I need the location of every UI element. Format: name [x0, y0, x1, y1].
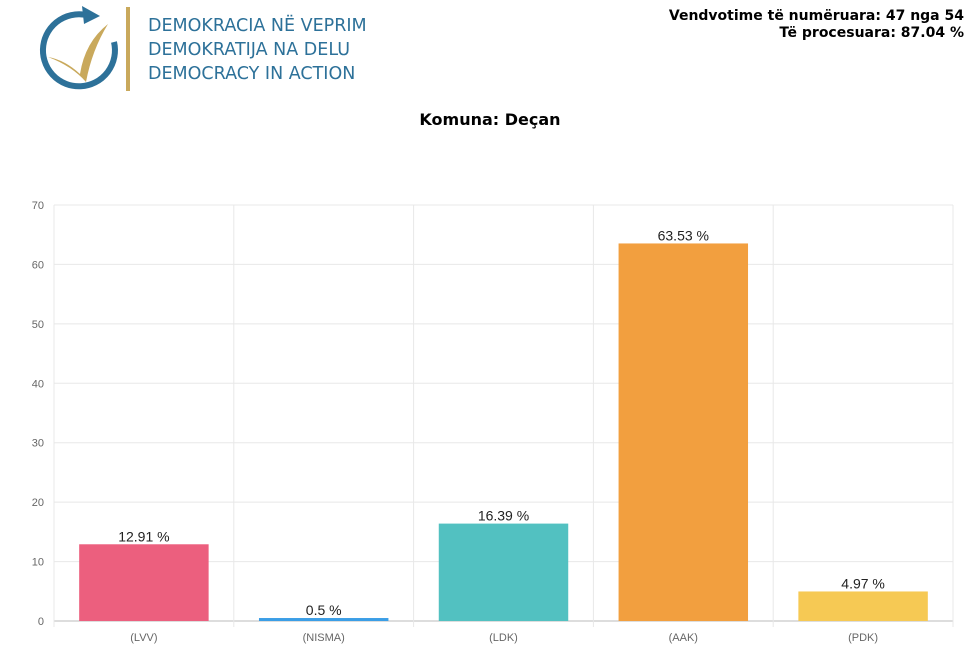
stats: Vendvotime të numëruara: 47 nga 54 Të pr… — [669, 8, 964, 42]
y-tick-label: 0 — [38, 616, 44, 628]
logo-divider — [126, 7, 130, 91]
bar — [618, 243, 749, 621]
x-tick-label: (LDK) — [489, 632, 518, 644]
x-tick-label: (LVV) — [130, 632, 157, 644]
y-tick-label: 60 — [32, 259, 44, 271]
x-tick-label: (AAK) — [669, 632, 698, 644]
bar — [79, 544, 209, 621]
y-tick-label: 20 — [32, 497, 44, 509]
data-label: 4.97 % — [841, 575, 885, 591]
data-label: 0.5 % — [306, 602, 342, 618]
x-tick-label: (NISMA) — [303, 632, 345, 644]
y-tick-label: 40 — [32, 378, 44, 390]
x-tick-label: (PDK) — [848, 632, 878, 644]
y-tick-label: 50 — [32, 319, 44, 331]
bar — [438, 523, 569, 621]
logo-line: DEMOCRACY IN ACTION — [148, 64, 356, 84]
logo-line: DEMOKRACIA NË VEPRIM — [148, 16, 367, 36]
logo-icon — [40, 6, 118, 90]
y-tick-label: 10 — [32, 557, 44, 569]
data-label: 12.91 % — [118, 528, 169, 544]
data-label: 63.53 % — [658, 227, 709, 243]
bar — [258, 618, 389, 621]
bar — [798, 591, 928, 621]
data-label: 16.39 % — [478, 508, 529, 524]
logo-text: DEMOKRACIA NË VEPRIM DEMOKRATIJA NA DELU… — [148, 14, 367, 86]
y-tick-label: 30 — [32, 438, 44, 450]
chart-title: Komuna: Deçan — [419, 110, 561, 129]
logo-line: DEMOKRATIJA NA DELU — [148, 40, 351, 60]
counted-stations: Vendvotime të numëruara: 47 nga 54 — [668, 8, 964, 24]
y-tick-label: 70 — [32, 200, 44, 212]
processed-percent: Të procesuara: 87.04 % — [779, 25, 964, 41]
